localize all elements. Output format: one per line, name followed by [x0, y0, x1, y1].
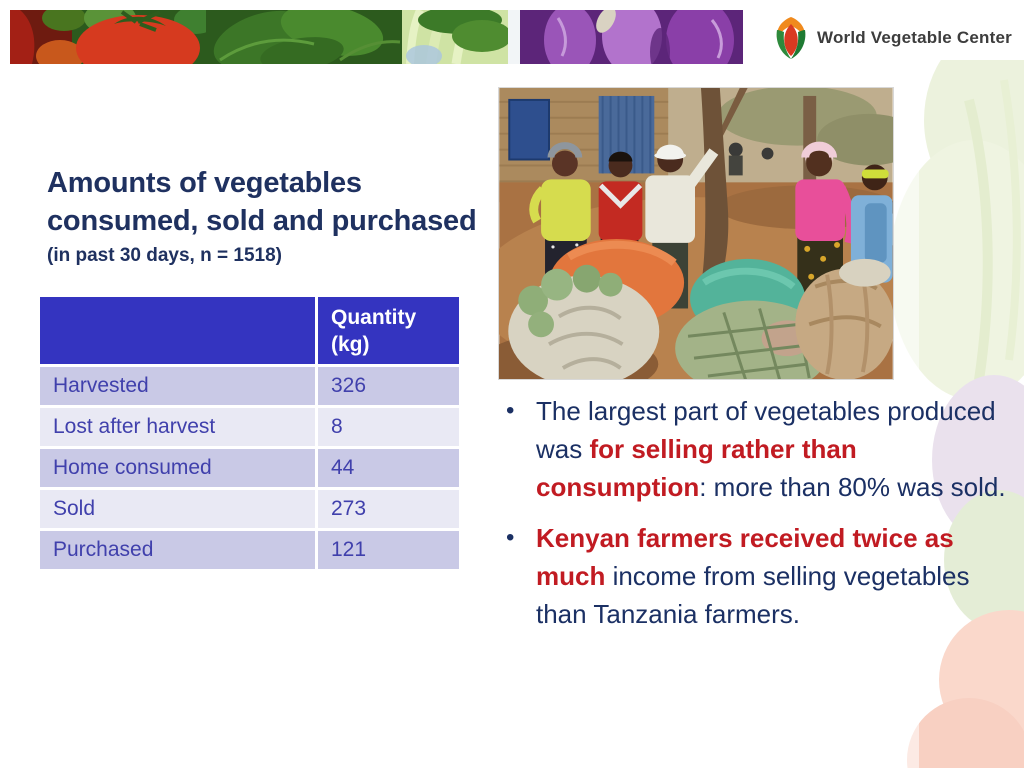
- bullet-text: The largest part of vegetables produced …: [536, 392, 1014, 506]
- page-title-line2: consumed, sold and purchased: [47, 205, 477, 237]
- bullet-segment: The largest part of vegetables produced …: [536, 396, 996, 464]
- bullet-segment-emphasis: Kenyan farmers received twice as much: [536, 523, 954, 591]
- bullet-list: • The largest part of vegetables produce…: [506, 392, 1014, 646]
- vegetable-banner-image: [10, 10, 743, 64]
- farmers-photo: [498, 87, 894, 380]
- table-header-blank: [40, 297, 315, 364]
- bullet-text: Kenyan farmers received twice as much in…: [536, 519, 1014, 633]
- row-label: Lost after harvest: [40, 408, 315, 446]
- bullet-marker: •: [506, 397, 515, 424]
- quantity-table: Quantity (kg) Harvested 326 Lost after h…: [37, 294, 462, 572]
- table-header-quantity: Quantity (kg): [318, 297, 459, 364]
- row-value: 121: [318, 531, 459, 569]
- vegetable-banner-graphic: [10, 10, 743, 64]
- row-label: Sold: [40, 490, 315, 528]
- page-subtitle: (in past 30 days, n = 1518): [47, 245, 282, 266]
- row-value: 273: [318, 490, 459, 528]
- bullet-segment: income from selling vegetables than Tanz…: [536, 561, 970, 629]
- table-row: Lost after harvest 8: [40, 408, 459, 446]
- world-vegetable-center-flower-icon: [776, 17, 806, 59]
- quantity-table-wrap: Quantity (kg) Harvested 326 Lost after h…: [37, 294, 462, 572]
- row-label: Harvested: [40, 367, 315, 405]
- farmers-photo-graphic: [498, 87, 894, 380]
- page-title-line1: Amounts of vegetables: [47, 167, 362, 199]
- world-vegetable-center-logo: World Vegetable Center: [773, 16, 1012, 60]
- table-row: Purchased 121: [40, 531, 459, 569]
- table-header-row: Quantity (kg): [40, 297, 459, 364]
- row-value: 44: [318, 449, 459, 487]
- logo-text: World Vegetable Center: [817, 28, 1012, 47]
- table-row: Harvested 326: [40, 367, 459, 405]
- bullet-segment-emphasis: for selling rather than consumption: [536, 434, 857, 502]
- row-label: Purchased: [40, 531, 315, 569]
- table-row: Home consumed 44: [40, 449, 459, 487]
- table-row: Sold 273: [40, 490, 459, 528]
- title-block: Amounts of vegetables consumed, sold and…: [47, 164, 507, 267]
- row-value: 326: [318, 367, 459, 405]
- row-value: 8: [318, 408, 459, 446]
- bullet-item: • Kenyan farmers received twice as much …: [506, 519, 1014, 633]
- bullet-item: • The largest part of vegetables produce…: [506, 392, 1014, 506]
- bullet-segment: : more than 80% was sold.: [699, 472, 1006, 502]
- bullet-marker: •: [506, 524, 515, 551]
- row-label: Home consumed: [40, 449, 315, 487]
